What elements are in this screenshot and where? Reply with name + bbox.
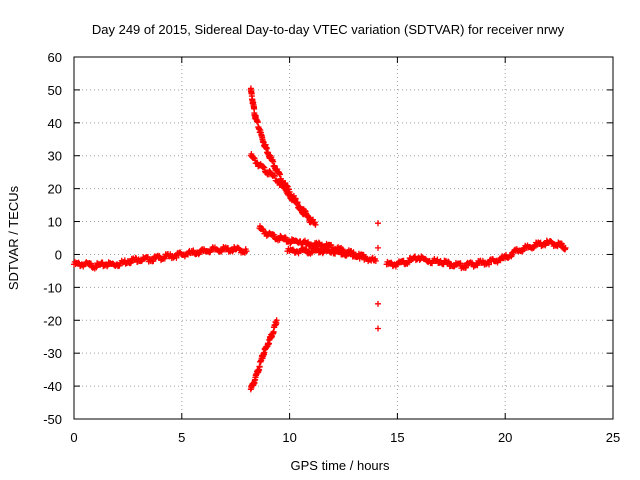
data-point — [256, 363, 263, 370]
data-point — [445, 258, 452, 265]
data-point — [348, 249, 355, 256]
axis-tick-labels: 0 5 10 15 20 25 -50 -40 -30 -20 -10 0 10 20 30 40 50 60 — [43, 50, 620, 445]
data-point — [434, 256, 441, 263]
y-tick-label: 60 — [48, 50, 62, 65]
data-point — [562, 244, 569, 251]
data-point — [291, 195, 298, 202]
data-point — [305, 214, 312, 221]
data-point — [374, 244, 381, 251]
data-point — [372, 258, 379, 265]
plot-frame — [73, 56, 614, 420]
y-tick-label: -40 — [43, 379, 62, 394]
y-axis-label: SDTVAR / TECUs — [6, 185, 21, 290]
data-point — [315, 245, 322, 252]
data-point — [315, 239, 322, 246]
y-tick-label: 0 — [55, 247, 62, 262]
y-tick-label: 40 — [48, 116, 62, 131]
data-point — [308, 218, 315, 225]
data-point — [289, 246, 296, 253]
data-point — [312, 221, 319, 228]
data-point — [286, 192, 293, 199]
grid-lines — [74, 57, 613, 419]
y-tick-label: 20 — [48, 182, 62, 197]
y-tick-label: -20 — [43, 313, 62, 328]
data-point — [132, 254, 139, 261]
data-point — [277, 171, 284, 178]
data-point — [173, 254, 180, 261]
y-tick-label: -50 — [43, 412, 62, 427]
data-points — [71, 85, 569, 393]
data-point — [195, 251, 202, 258]
data-point — [273, 317, 280, 324]
x-tick-label: 20 — [498, 430, 512, 445]
data-point — [303, 246, 310, 253]
x-tick-label: 10 — [282, 430, 296, 445]
x-axis-label: GPS time / hours — [291, 458, 390, 473]
data-point — [462, 264, 469, 271]
y-tick-label: 10 — [48, 215, 62, 230]
x-tick-label: 5 — [178, 430, 185, 445]
data-point — [374, 300, 381, 307]
data-point — [486, 261, 493, 268]
y-tick-label: 50 — [48, 83, 62, 98]
data-point — [271, 172, 278, 179]
y-tick-label: 30 — [48, 149, 62, 164]
data-point — [374, 325, 381, 332]
data-point — [87, 260, 94, 267]
x-tick-label: 15 — [390, 430, 404, 445]
data-point — [337, 247, 344, 254]
y-tick-label: -30 — [43, 346, 62, 361]
data-point — [282, 234, 289, 241]
x-tick-label: 25 — [606, 430, 620, 445]
data-point — [243, 248, 250, 255]
y-tick-label: -10 — [43, 280, 62, 295]
data-point — [362, 254, 369, 261]
data-point — [305, 239, 312, 246]
axis-ticks — [73, 56, 614, 420]
chart-title: Day 249 of 2015, Sidereal Day-to-day VTE… — [92, 22, 565, 37]
data-point — [307, 219, 314, 226]
data-point — [271, 173, 278, 180]
data-point — [374, 220, 381, 227]
data-point — [294, 200, 301, 207]
x-tick-label: 0 — [70, 430, 77, 445]
data-point — [150, 258, 157, 264]
data-point — [271, 231, 278, 238]
